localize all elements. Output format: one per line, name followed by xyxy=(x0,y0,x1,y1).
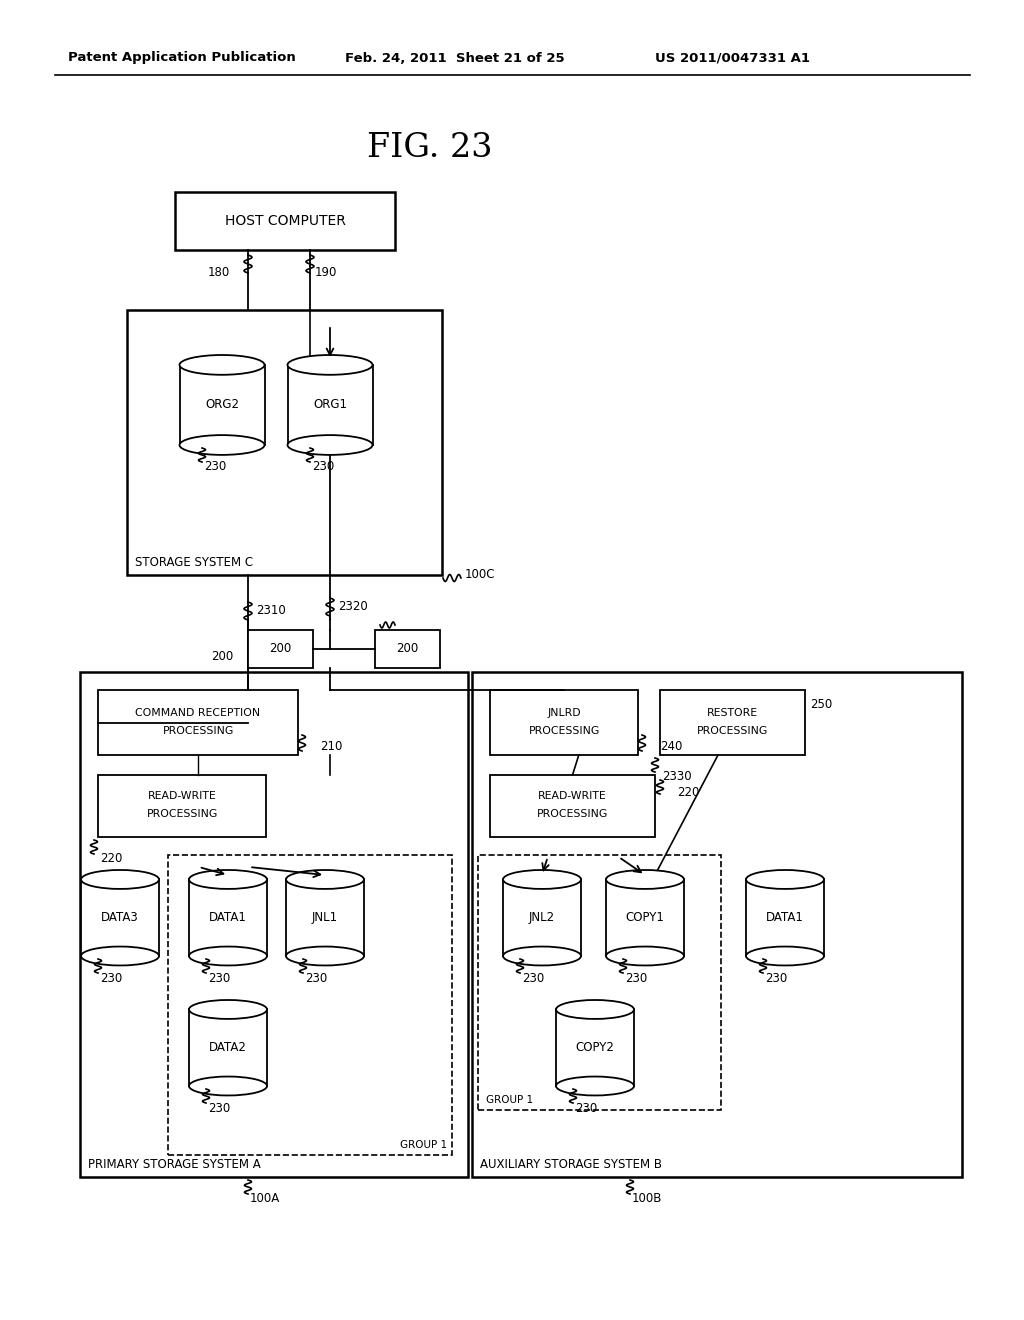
Text: 2330: 2330 xyxy=(662,771,691,784)
Bar xyxy=(288,364,373,445)
Ellipse shape xyxy=(556,1077,634,1096)
Text: AUXILIARY STORAGE SYSTEM B: AUXILIARY STORAGE SYSTEM B xyxy=(480,1159,662,1172)
Ellipse shape xyxy=(288,355,373,375)
Text: 230: 230 xyxy=(312,461,334,474)
Ellipse shape xyxy=(81,946,159,965)
Ellipse shape xyxy=(286,870,364,888)
Text: DATA1: DATA1 xyxy=(766,911,804,924)
Text: 200: 200 xyxy=(269,643,292,656)
Bar xyxy=(503,879,581,956)
Ellipse shape xyxy=(189,1001,267,1019)
Text: US 2011/0047331 A1: US 2011/0047331 A1 xyxy=(655,51,810,65)
Bar xyxy=(556,1010,634,1086)
Text: 230: 230 xyxy=(208,1101,230,1114)
Text: 100B: 100B xyxy=(632,1192,663,1205)
Text: COMMAND RECEPTION: COMMAND RECEPTION xyxy=(135,708,260,718)
Bar xyxy=(478,855,721,1110)
Bar xyxy=(98,690,298,755)
Ellipse shape xyxy=(606,946,684,965)
Ellipse shape xyxy=(286,946,364,965)
Text: 200: 200 xyxy=(396,643,419,656)
Text: 240: 240 xyxy=(660,741,682,754)
Text: GROUP 1: GROUP 1 xyxy=(486,1096,534,1105)
Text: 200: 200 xyxy=(211,651,233,664)
Bar xyxy=(490,690,638,755)
Text: PROCESSING: PROCESSING xyxy=(697,726,768,735)
Bar xyxy=(606,879,684,956)
Ellipse shape xyxy=(746,870,824,888)
Bar xyxy=(80,672,468,1177)
Bar xyxy=(81,879,159,956)
Text: READ-WRITE: READ-WRITE xyxy=(539,791,607,801)
Ellipse shape xyxy=(503,946,581,965)
Bar xyxy=(189,1010,267,1086)
Text: 100C: 100C xyxy=(465,569,496,582)
Ellipse shape xyxy=(288,436,373,455)
Ellipse shape xyxy=(746,946,824,965)
Ellipse shape xyxy=(189,1077,267,1096)
Text: FIG. 23: FIG. 23 xyxy=(368,132,493,164)
Text: 2310: 2310 xyxy=(256,603,286,616)
Text: DATA2: DATA2 xyxy=(209,1040,247,1053)
Bar xyxy=(248,630,313,668)
Ellipse shape xyxy=(189,946,267,965)
Text: 250: 250 xyxy=(810,698,833,711)
Text: ORG1: ORG1 xyxy=(313,399,347,411)
Bar xyxy=(127,310,442,576)
Bar xyxy=(98,775,266,837)
Text: JNLRD: JNLRD xyxy=(547,708,581,718)
Text: DATA3: DATA3 xyxy=(101,911,139,924)
Text: 230: 230 xyxy=(765,972,787,985)
Text: Feb. 24, 2011  Sheet 21 of 25: Feb. 24, 2011 Sheet 21 of 25 xyxy=(345,51,564,65)
Text: 220: 220 xyxy=(677,787,699,800)
Text: PRIMARY STORAGE SYSTEM A: PRIMARY STORAGE SYSTEM A xyxy=(88,1159,261,1172)
Bar xyxy=(175,191,395,249)
Text: JNL1: JNL1 xyxy=(312,911,338,924)
Text: 180: 180 xyxy=(208,265,230,279)
Bar xyxy=(286,879,364,956)
Text: READ-WRITE: READ-WRITE xyxy=(147,791,216,801)
Text: 230: 230 xyxy=(204,461,226,474)
Ellipse shape xyxy=(556,1001,634,1019)
Text: 2320: 2320 xyxy=(338,599,368,612)
Text: Patent Application Publication: Patent Application Publication xyxy=(68,51,296,65)
Text: 100A: 100A xyxy=(250,1192,281,1205)
Bar xyxy=(746,879,824,956)
Text: HOST COMPUTER: HOST COMPUTER xyxy=(224,214,345,228)
Text: ORG2: ORG2 xyxy=(205,399,239,411)
Text: 210: 210 xyxy=(319,741,342,754)
Ellipse shape xyxy=(81,870,159,888)
Text: DATA1: DATA1 xyxy=(209,911,247,924)
Text: 230: 230 xyxy=(575,1101,597,1114)
Text: 220: 220 xyxy=(100,853,123,866)
Text: 190: 190 xyxy=(315,265,337,279)
Text: PROCESSING: PROCESSING xyxy=(163,726,233,735)
Text: RESTORE: RESTORE xyxy=(707,708,758,718)
Text: PROCESSING: PROCESSING xyxy=(528,726,600,735)
Bar xyxy=(375,630,440,668)
Text: COPY2: COPY2 xyxy=(575,1040,614,1053)
Bar xyxy=(189,879,267,956)
Ellipse shape xyxy=(179,436,264,455)
Bar xyxy=(660,690,805,755)
Text: PROCESSING: PROCESSING xyxy=(146,809,218,818)
Bar xyxy=(168,855,452,1155)
Text: COPY1: COPY1 xyxy=(626,911,665,924)
Text: STORAGE SYSTEM C: STORAGE SYSTEM C xyxy=(135,557,253,569)
Text: JNL2: JNL2 xyxy=(529,911,555,924)
Ellipse shape xyxy=(503,870,581,888)
Ellipse shape xyxy=(606,870,684,888)
Bar xyxy=(490,775,655,837)
Bar xyxy=(472,672,962,1177)
Text: GROUP 1: GROUP 1 xyxy=(400,1140,447,1150)
Text: 230: 230 xyxy=(522,972,544,985)
Ellipse shape xyxy=(189,870,267,888)
Text: 230: 230 xyxy=(625,972,647,985)
Text: PROCESSING: PROCESSING xyxy=(537,809,608,818)
Text: 230: 230 xyxy=(208,972,230,985)
Text: 230: 230 xyxy=(305,972,328,985)
Bar xyxy=(179,364,264,445)
Text: 230: 230 xyxy=(100,972,122,985)
Ellipse shape xyxy=(179,355,264,375)
